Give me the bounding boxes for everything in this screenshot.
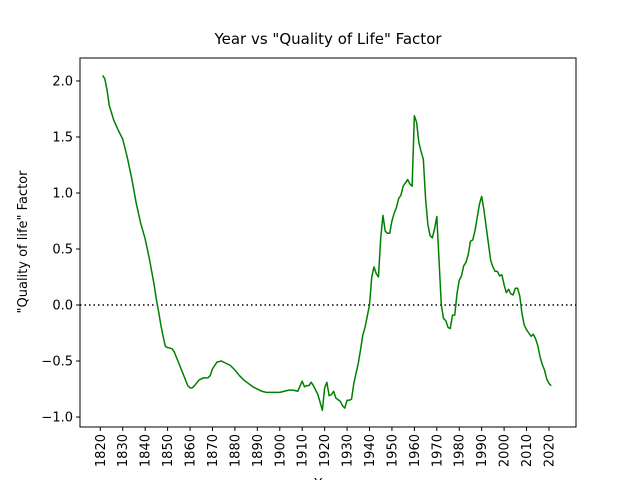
x-tick-label: 1920 [318, 434, 333, 467]
x-tick-label: 1850 [161, 434, 176, 467]
x-tick-label: 1930 [341, 434, 356, 467]
x-tick-label: 2000 [498, 434, 513, 467]
x-tick-label: 1950 [385, 434, 400, 467]
y-tick-label: 0.5 [52, 242, 73, 257]
x-tick-label: 1980 [453, 434, 468, 467]
y-tick-label: 1.0 [52, 186, 73, 201]
x-tick-label: 1990 [475, 434, 490, 467]
x-tick-label: 1940 [363, 434, 378, 467]
x-tick-label: 1870 [206, 434, 221, 467]
y-tick-label: 1.5 [52, 130, 73, 145]
x-tick-label: 1820 [94, 434, 109, 467]
data-line [101, 74, 552, 412]
axes-frame [79, 57, 577, 428]
x-tick-label: 1960 [408, 434, 423, 467]
x-axis-label: Year [313, 477, 342, 480]
x-tick-label: 1880 [228, 434, 243, 467]
x-tick-label: 1900 [273, 434, 288, 467]
x-tick-label: 1970 [430, 434, 445, 467]
y-tick-label: 2.0 [52, 74, 73, 89]
y-axis-label: "Quality of life" Factor [16, 170, 31, 314]
x-tick-label: 1840 [139, 434, 154, 467]
x-tick-label: 1890 [251, 434, 266, 467]
chart-title: Year vs "Quality of Life" Factor [213, 30, 442, 48]
x-tick-label: 1860 [184, 434, 199, 467]
y-tick-label: −0.5 [41, 355, 73, 370]
x-tick-label: 2010 [520, 434, 535, 467]
x-tick-label: 2020 [542, 434, 557, 467]
x-tick-label: 1910 [296, 434, 311, 467]
y-tick-label: 0.0 [52, 299, 73, 314]
x-tick-label: 1830 [116, 434, 131, 467]
y-tick-label: −1.0 [41, 411, 73, 426]
